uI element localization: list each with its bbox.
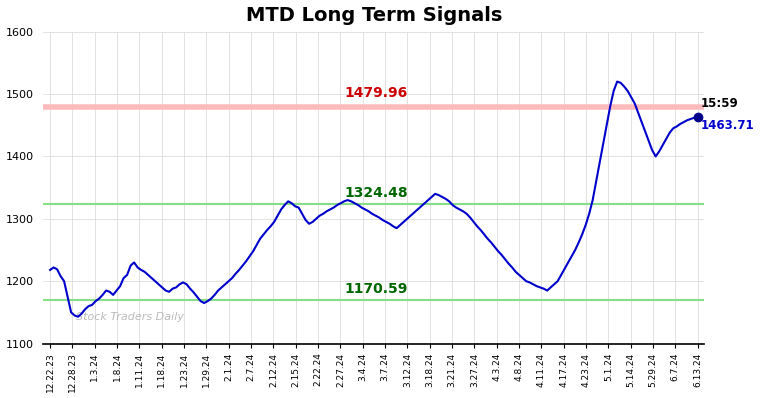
Text: 15:59: 15:59 bbox=[701, 97, 739, 109]
Text: Stock Traders Daily: Stock Traders Daily bbox=[77, 312, 184, 322]
Text: 1479.96: 1479.96 bbox=[345, 86, 408, 100]
Text: 1463.71: 1463.71 bbox=[701, 119, 755, 132]
Text: 1170.59: 1170.59 bbox=[345, 283, 408, 297]
Title: MTD Long Term Signals: MTD Long Term Signals bbox=[245, 6, 502, 25]
Text: 1324.48: 1324.48 bbox=[345, 186, 408, 201]
